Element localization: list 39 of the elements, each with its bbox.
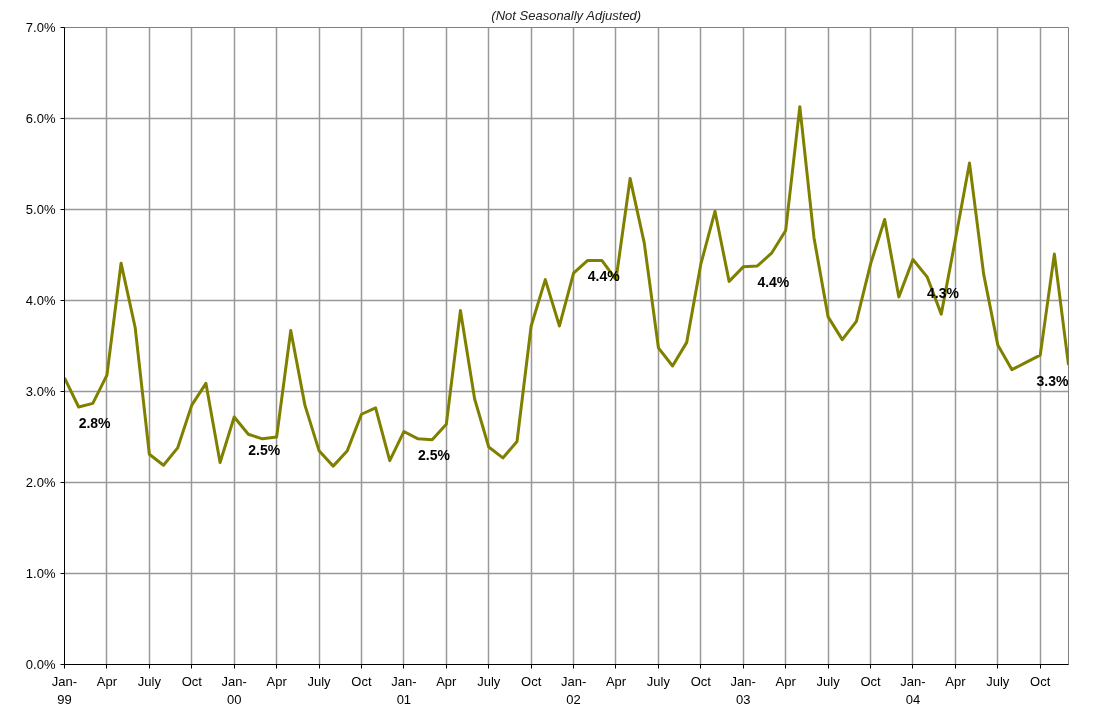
chart-subtitle: (Not Seasonally Adjusted) <box>491 7 642 23</box>
x-tick-label: July <box>307 673 332 689</box>
x-tick-label: July <box>816 673 841 689</box>
y-tick-label: 4.0% <box>25 293 56 308</box>
x-tick-label: Jan- 99 <box>51 673 78 707</box>
x-tick-label: July <box>646 673 671 689</box>
y-tick-label: 0.0% <box>25 657 56 672</box>
x-tick-label: Jan- 04 <box>900 673 926 707</box>
x-tick-label: Apr <box>605 673 627 689</box>
x-tick-label: Apr <box>266 673 288 689</box>
x-tick-label: Jan- 03 <box>730 673 756 707</box>
x-tick-label: Jan- 01 <box>391 673 417 707</box>
y-tick-label: 3.0% <box>25 384 56 399</box>
x-tick-label: Jan- 00 <box>221 673 247 707</box>
y-tick-label: 5.0% <box>25 202 56 217</box>
x-tick-label: Apr <box>96 673 118 689</box>
x-tick-label: Apr <box>436 673 458 689</box>
x-tick-label: July <box>986 673 1010 689</box>
line-series <box>64 105 1069 468</box>
y-tick-label: 2.0% <box>25 475 56 490</box>
y-tick-label: 1.0% <box>25 566 56 581</box>
x-tick-label: Oct <box>860 673 882 689</box>
data-label: 2.8% <box>78 414 112 431</box>
x-tick-label: Oct <box>351 673 372 689</box>
x-tick-label: Oct <box>1030 673 1051 689</box>
x-tick-label: July <box>137 673 162 689</box>
x-tick-label: Apr <box>945 673 967 689</box>
x-tick-label: Oct <box>521 673 542 689</box>
data-label: 2.5% <box>418 446 451 463</box>
x-tick-label: Oct <box>181 673 203 689</box>
data-label: 3.3% <box>1036 373 1070 390</box>
y-tick-label: 7.0% <box>25 20 56 35</box>
x-tick-label: Oct <box>690 673 712 689</box>
data-label: 4.4% <box>757 273 790 290</box>
x-tick-label: July <box>477 673 501 689</box>
data-label: 2.5% <box>248 442 281 459</box>
y-tick-label: 6.0% <box>25 111 56 126</box>
x-tick-label: Jan- 02 <box>560 673 587 707</box>
x-tick-label: Apr <box>775 673 797 689</box>
